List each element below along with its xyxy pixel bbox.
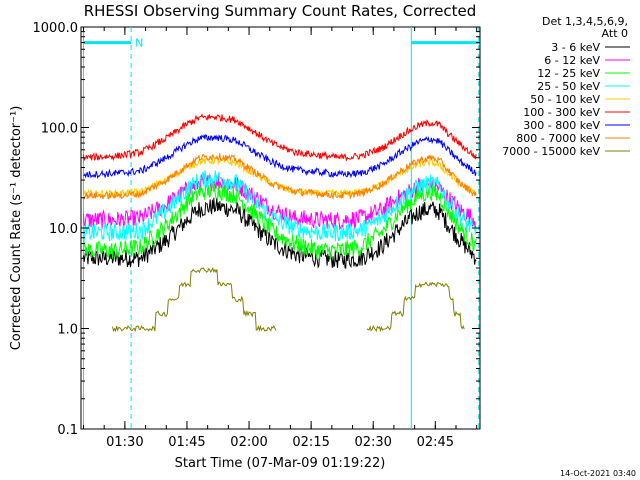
- legend-entry-label: 6 - 12 keV: [544, 54, 600, 67]
- legend-entry-label: 300 - 800 keV: [523, 119, 600, 132]
- legend-entry-label: 25 - 50 keV: [537, 80, 600, 93]
- series-line-3: [82, 170, 477, 242]
- x-tick-label: 02:30: [354, 435, 391, 450]
- x-tick-label: 02:15: [292, 435, 329, 450]
- y-tick-label: 1000.0: [33, 21, 79, 36]
- legend-header: Det 1,3,4,5,6,9,: [542, 15, 628, 28]
- y-tick-label: 1.0: [57, 323, 78, 338]
- x-tick-label: 01:45: [168, 435, 205, 450]
- legend-header: Att 0: [602, 27, 628, 40]
- y-axis-label: Corrected Count Rate (s⁻¹ detector⁻¹): [9, 106, 24, 351]
- legend-entry-label: 12 - 25 keV: [537, 67, 600, 80]
- series-line-7: [83, 153, 477, 201]
- series-line-0: [82, 197, 477, 270]
- series-line-5: [82, 113, 477, 162]
- x-tick-label: 01:30: [106, 435, 143, 450]
- y-tick-label: 100.0: [41, 122, 78, 137]
- x-axis: 01:30 01:45 02:00 02:15 02:30 02:45: [82, 27, 478, 450]
- series-line-8: [111, 266, 465, 333]
- legend-entry-label: 800 - 7000 keV: [516, 132, 600, 145]
- footer-timestamp: 14-Oct-2021 03:40: [560, 469, 636, 478]
- y-axis: 0.1 1.0 10.0 100.0 1000.0: [33, 21, 480, 438]
- x-axis-label: Start Time (07-Mar-09 01:19:22): [175, 456, 386, 471]
- legend-entry-label: 3 - 6 keV: [551, 41, 600, 54]
- chart-title: RHESSI Observing Summary Count Rates, Co…: [84, 2, 477, 20]
- legend-entry-label: 7000 - 15000 keV: [502, 145, 600, 158]
- x-tick-label: 02:45: [417, 435, 454, 450]
- series-line-1: [82, 173, 477, 231]
- x-tick-label: 02:00: [230, 435, 267, 450]
- y-tick-label: 0.1: [57, 423, 78, 438]
- plot-area: N: [80, 26, 481, 430]
- series-line-6: [83, 134, 477, 180]
- y-tick-label: 10.0: [49, 222, 78, 237]
- plot-frame: [80, 26, 481, 430]
- legend-entry-label: 100 - 300 keV: [523, 106, 600, 119]
- night-bar-label: N: [135, 37, 143, 50]
- legend-entry-label: 50 - 100 keV: [530, 93, 600, 106]
- series-line-2: [82, 182, 477, 260]
